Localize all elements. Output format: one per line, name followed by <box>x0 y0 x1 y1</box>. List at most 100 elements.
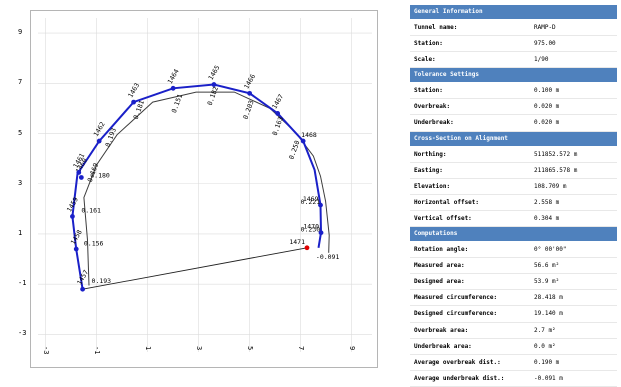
info-row-label: Average underbreak dist.: <box>414 374 505 382</box>
overbreak-value-label: 0.250 <box>287 139 301 160</box>
info-row: Underbreak: 0.020 m <box>410 115 617 132</box>
floor-line <box>82 247 308 290</box>
point-id-label: 1465 <box>207 64 222 82</box>
info-row: Designed circumference: 19.140 m <box>410 306 617 323</box>
info-row-value: 53.9 m² <box>534 278 560 286</box>
survey-point <box>318 230 324 236</box>
section-header: Computations <box>410 227 617 243</box>
point-id-label: 1459 <box>65 196 80 214</box>
info-row-value: 28.418 m <box>534 294 563 302</box>
info-row: Northing: 511852.572 m <box>410 147 617 163</box>
info-row: Station: 975.00 <box>410 36 617 53</box>
info-row-label: Station: <box>414 87 443 95</box>
point-id-label: 1457 <box>75 269 90 287</box>
x-tick-label: 5 <box>245 346 254 351</box>
info-row-value: 975.00 <box>534 40 556 48</box>
info-row-label: Measured circumference: <box>414 294 498 302</box>
survey-point <box>131 99 137 105</box>
info-row: Scale: 1/90 <box>410 52 617 69</box>
point-id-label: 1468 <box>301 131 317 139</box>
y-tick-label: -1 <box>18 279 27 288</box>
survey-point <box>304 245 310 251</box>
info-row-value: 0.0 m² <box>534 342 556 350</box>
info-row-label: Overbreak: <box>414 103 451 111</box>
overbreak-value-label: 0.193 <box>92 277 112 285</box>
info-row-label: Rotation angle: <box>414 246 469 254</box>
y-tick-label: 3 <box>18 178 23 187</box>
info-row-label: Measured area: <box>414 262 465 270</box>
info-row: Station: 0.100 m <box>410 83 617 100</box>
info-row: Vertical offset: 0.304 m <box>410 211 617 228</box>
info-row-value: 0.020 m <box>534 119 560 127</box>
info-row: Measured circumference: 28.418 m <box>410 290 617 307</box>
overbreak-value-label: 0.161 <box>81 207 101 215</box>
point-id-label: 1471 <box>289 238 305 246</box>
overbreak-value-label: 0.151 <box>170 93 184 114</box>
survey-point <box>300 138 306 144</box>
point-id-label: 1458 <box>69 228 84 246</box>
info-row-value: -0.091 m <box>534 374 563 382</box>
x-tick-label: 9 <box>347 346 356 351</box>
info-row: Elevation: 108.709 m <box>410 179 617 195</box>
survey-point <box>80 286 86 292</box>
info-row-value: 0.020 m <box>534 103 560 111</box>
cross-section-plot-frame <box>30 10 378 368</box>
y-tick-label: 5 <box>18 128 23 137</box>
survey-point <box>247 90 253 96</box>
x-tick-label: -1 <box>92 346 101 355</box>
info-row-label: Tunnel name: <box>414 24 458 31</box>
overbreak-value-label: -0.091 <box>316 253 340 261</box>
survey-point <box>275 111 281 116</box>
info-row-label: Underbreak: <box>414 119 454 127</box>
info-row-label: Easting: <box>414 166 443 174</box>
point-id-label: 1469 <box>303 195 319 203</box>
overbreak-value-label: 0.156 <box>84 239 104 247</box>
info-row-label: Designed circumference: <box>414 310 498 318</box>
info-row-label: Underbreak area: <box>414 342 472 350</box>
info-row-value: 56.6 m² <box>534 262 560 270</box>
point-id-label: 1467 <box>270 93 285 111</box>
overbreak-value-label: 0.180 <box>90 171 110 179</box>
info-row-label: Elevation: <box>414 182 451 190</box>
survey-point <box>76 170 82 175</box>
point-id-label: 1463 <box>126 81 141 99</box>
info-row-value: 19.140 m <box>534 310 563 318</box>
info-row: Overbreak area: 2.7 m² <box>410 323 617 339</box>
info-row-label: Northing: <box>414 150 447 158</box>
info-row-value: 1/90 <box>534 56 549 64</box>
info-row: Average underbreak dist.: -0.091 m <box>410 371 617 387</box>
info-row: Measured area: 56.6 m² <box>410 258 617 275</box>
section-header: Cross-Section on Alignment <box>410 131 617 147</box>
survey-point <box>170 85 176 91</box>
section-header: Tolerance Settings <box>410 68 617 84</box>
survey-point <box>211 82 217 87</box>
info-row-label: Station: <box>414 40 443 48</box>
y-tick-label: 7 <box>18 78 23 87</box>
info-row: Tunnel name: RAMP-D <box>410 20 617 37</box>
x-tick-label: 1 <box>143 346 152 351</box>
point-id-label: 1470 <box>303 223 319 231</box>
info-row: Average overbreak dist.: 0.190 m <box>410 355 617 371</box>
info-panel: General Information Tunnel name: RAMP-D Sta… <box>410 5 617 387</box>
info-row-label: Scale: <box>414 56 436 64</box>
info-row-label: Overbreak area: <box>414 326 469 334</box>
survey-point <box>70 213 75 219</box>
info-row-value: 0° 00'00" <box>534 246 567 254</box>
survey-point <box>73 246 79 252</box>
info-row: Easting: 211865.578 m <box>410 163 617 179</box>
info-row-value: 2.7 m² <box>534 326 556 334</box>
info-row: Overbreak: 0.020 m <box>410 99 617 116</box>
info-row-value: 0.190 m <box>534 358 560 366</box>
overbreak-value-label: 0.230 <box>301 225 321 233</box>
x-tick-label: 7 <box>296 346 305 351</box>
info-row: Horizontal offset: 2.558 m <box>410 195 617 211</box>
info-row: Designed area: 53.9 m² <box>410 274 617 291</box>
info-row-label: Designed area: <box>414 278 465 286</box>
measured-profile-line <box>71 83 323 290</box>
y-tick-label: -3 <box>18 329 27 338</box>
y-tick-label: 9 <box>18 28 23 37</box>
y-tick-label: 1 <box>18 228 23 237</box>
survey-point <box>318 202 323 208</box>
survey-point <box>96 138 102 144</box>
